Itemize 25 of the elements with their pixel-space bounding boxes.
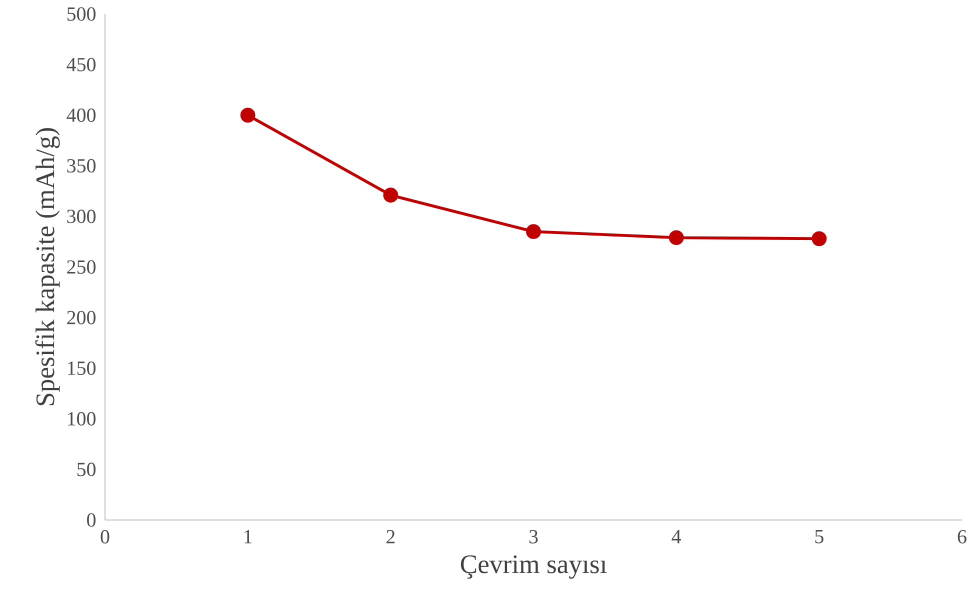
x-axis-title: Çevrim sayısı xyxy=(460,555,607,579)
y-tick-label: 100 xyxy=(68,412,96,426)
x-tick-label: 0 xyxy=(100,530,110,544)
x-tick-label: 2 xyxy=(386,530,395,544)
x-tick-label: 4 xyxy=(672,530,682,544)
y-tick-label: 200 xyxy=(67,310,96,324)
y-tick-label: 350 xyxy=(67,159,96,173)
y-tick-label: 300 xyxy=(67,210,96,224)
point xyxy=(668,230,684,246)
x-tick-label: 5 xyxy=(815,530,824,544)
x-tick-label: 6 xyxy=(958,530,966,544)
y-tick-label: 500 xyxy=(67,7,96,21)
point xyxy=(812,231,827,246)
y-tick-label: 250 xyxy=(67,260,96,274)
y-tick-label: 50 xyxy=(77,462,96,476)
x-tick-label: 1 xyxy=(244,530,252,544)
y-tick-label: 0 xyxy=(87,513,96,527)
y-tick-label: 400 xyxy=(66,108,96,122)
point xyxy=(526,224,541,240)
x-tick-label: 3 xyxy=(529,530,538,544)
point xyxy=(383,188,398,203)
y-tick-label: 150 xyxy=(68,361,96,375)
point xyxy=(240,108,256,123)
y-tick-label: 450 xyxy=(66,58,96,72)
y-axis-title: Spesifik kapasite (mAh/g) xyxy=(35,128,60,406)
